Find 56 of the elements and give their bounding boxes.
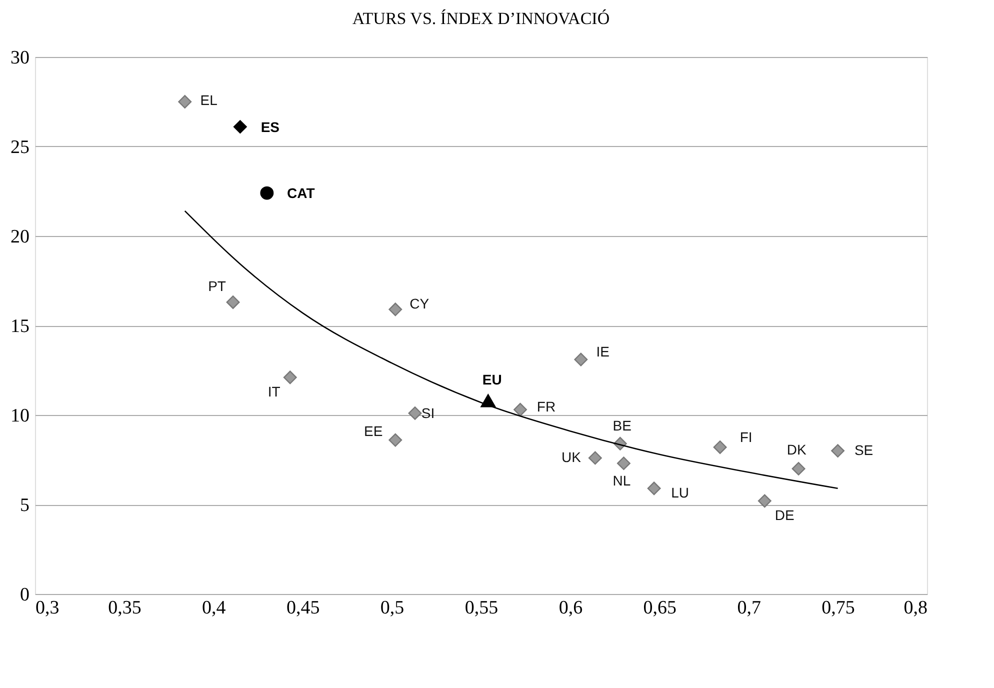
x-tick-label: 0,3 [36,598,60,618]
annotation: IE [596,344,610,360]
x-tick-label: 0,4 [202,598,226,618]
point [226,296,240,309]
point [408,406,422,420]
point [831,444,845,458]
series-label: ES [260,118,280,135]
point [616,456,630,470]
y-tick-label: 0 [20,584,30,606]
annotation: PT [208,278,226,294]
annotation: CY [410,295,430,312]
annotation: NL [612,472,631,488]
x-tick-label: 0,8 [904,598,928,618]
annotation: IT [268,383,281,400]
annotation: FR [536,398,556,415]
y-tick-label: 25 [10,137,30,158]
annotation: UK [561,448,582,465]
y-tick-label: 15 [10,316,30,337]
point [574,352,588,366]
annotation: EL [200,92,218,108]
annotation: FI [740,429,752,446]
x-tick-label: 0,6 [558,598,583,618]
point [260,186,274,200]
y-tick-label: 10 [10,406,30,426]
x-tick-label: 0,65 [643,598,677,618]
y-tick-label: 30 [10,48,30,68]
annotation: EE [364,423,383,440]
x-tick-label: 0,7 [737,598,761,618]
y-tick-label: 5 [20,495,30,516]
point [178,95,192,108]
annotation: LU [671,484,689,500]
y-tick-label: 20 [10,226,30,248]
x-tick-label: 0,5 [380,598,404,618]
point [792,462,806,476]
x-tick-label: 0,45 [286,598,320,618]
point [388,302,402,316]
point [283,370,297,384]
point [388,433,402,447]
annotation: SI [421,405,435,422]
annotation: BE [612,418,632,434]
series-label: EU [482,372,502,388]
point [647,482,661,496]
point [588,451,602,465]
x-tick-label: 0,55 [464,598,498,618]
x-tick-label: 0,35 [108,598,142,618]
point [758,494,772,508]
chart-title: ATURS VS. ÍNDEX D’INNOVACIÓ [352,9,610,28]
point [233,120,247,134]
point [514,402,527,416]
series-label: CAT [287,185,316,202]
x-tick-label: 0,75 [822,598,855,618]
line-series [184,210,838,490]
annotation: DK [786,442,807,458]
point [713,440,727,454]
annotation: SE [854,442,874,458]
annotation: DE [774,506,794,523]
